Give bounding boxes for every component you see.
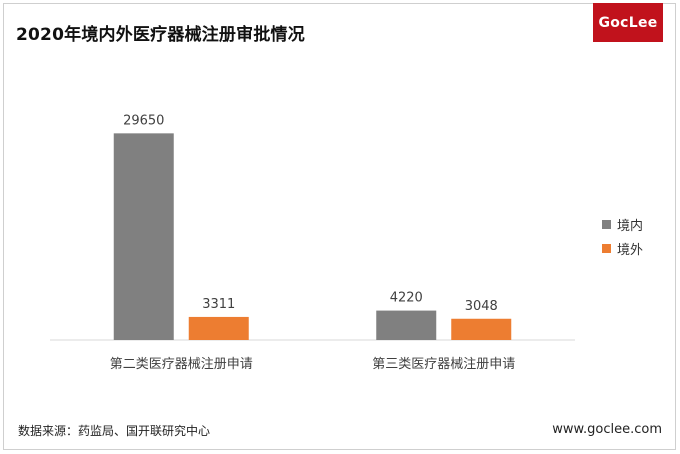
chart-title: 2020年境内外医疗器械注册审批情况 [16,25,305,45]
bar-domestic-1 [113,133,174,340]
data-label-foreign-1: 3311 [202,297,235,312]
website-link[interactable]: www.goclee.com [552,422,662,437]
legend-item-domestic: 境内 [602,212,643,236]
legend-swatch-domestic [602,219,611,229]
data-source: 数据来源：药监局、国开联研究中心 [18,424,211,438]
legend-item-foreign: 境外 [602,236,643,260]
data-label-foreign-2: 3048 [465,299,498,314]
category-label-1: 第二类医疗器械注册申请 [110,357,253,372]
legend: 境内 境外 [602,212,643,260]
legend-swatch-foreign [602,243,611,253]
legend-label-foreign: 境外 [617,242,644,258]
category-label-2: 第三类医疗器械注册申请 [372,357,515,372]
data-label-domestic-1: 29650 [123,113,164,128]
bar-domestic-2 [376,310,437,340]
data-label-domestic-2: 4220 [390,291,423,306]
goclee-logo: GocLee [593,3,663,42]
legend-label-domestic: 境内 [617,218,644,234]
bar-foreign-2 [451,318,512,340]
bar-foreign-1 [188,316,249,340]
